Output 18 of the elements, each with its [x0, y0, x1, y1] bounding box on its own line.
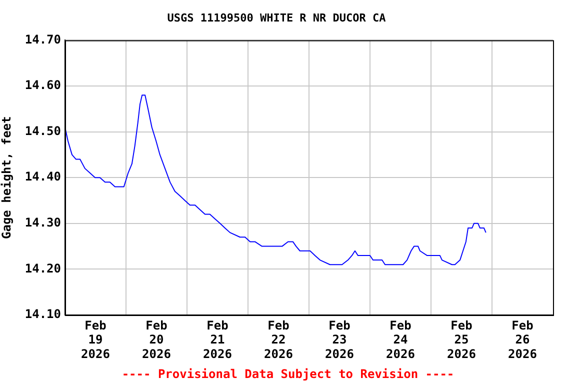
y-tick-label: 14.20: [24, 261, 61, 276]
x-tick-label: Feb 22 2026: [264, 318, 293, 362]
x-tick-label: Feb 26 2026: [508, 318, 537, 362]
x-tick-label: Feb 24 2026: [386, 318, 415, 362]
y-tick-label: 14.40: [24, 170, 61, 184]
x-tick-label: Feb 23 2026: [325, 318, 354, 362]
x-tick-label: Feb 20 2026: [142, 318, 171, 362]
x-tick-label: Feb 21 2026: [203, 318, 232, 362]
y-tick-label: 14.10: [24, 307, 61, 322]
x-tick-label: Feb 19 2026: [81, 318, 110, 362]
x-tick-label: Feb 25 2026: [447, 318, 476, 362]
y-tick-label: 14.60: [24, 78, 61, 92]
y-tick-label: 14.70: [24, 32, 61, 46]
text: ---- Provisional Data Subject to Revision ----: [122, 367, 454, 382]
chart-title: USGS 11199500 WHITE R NR DUCOR CA: [167, 11, 386, 24]
y-axis-title: Gage height, feet: [0, 116, 14, 240]
y-tick-label: 14.50: [24, 124, 61, 138]
y-tick-label: 14.30: [24, 216, 61, 230]
